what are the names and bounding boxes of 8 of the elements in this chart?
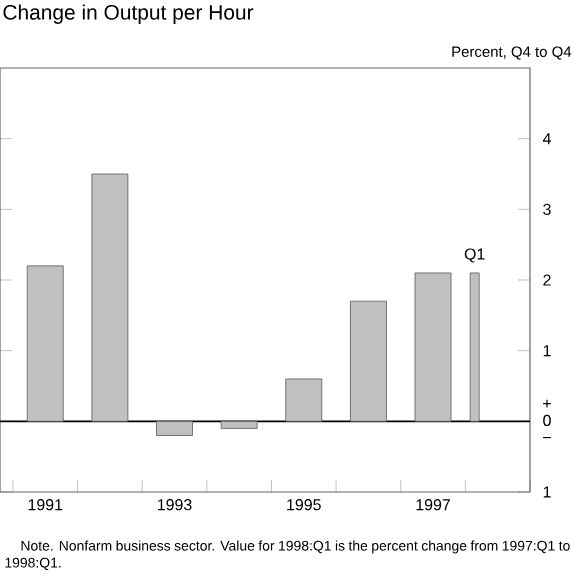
bar xyxy=(91,173,129,422)
bar xyxy=(156,420,193,436)
bar xyxy=(414,272,452,422)
bar xyxy=(350,300,387,422)
chart-title: Change in Output per Hour xyxy=(3,4,254,24)
bar xyxy=(220,420,258,429)
bar xyxy=(26,265,64,422)
bar xyxy=(285,378,323,422)
